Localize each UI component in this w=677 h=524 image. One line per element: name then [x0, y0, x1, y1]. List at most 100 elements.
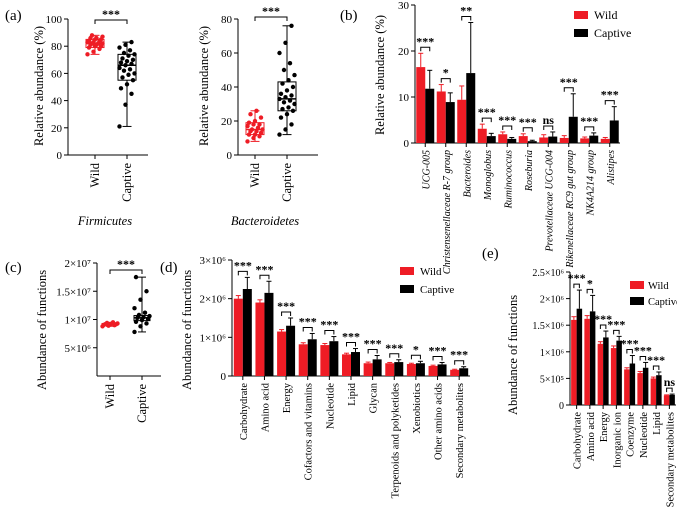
e-y-tick-label: 2×10⁶ — [540, 295, 565, 306]
panel-c: (c) Abundance of functions — [5, 260, 49, 390]
a-firmicutes-point-1 — [124, 58, 130, 64]
panel-label-c: (c) — [5, 260, 22, 276]
b-y-tick-label: 10 — [398, 92, 410, 104]
b-bar-wild — [559, 137, 569, 143]
legend-swatch-captive-d — [400, 285, 414, 293]
a-bacteroidetes-point-1 — [284, 88, 290, 93]
b-x-tick-label: Alistipes — [606, 150, 617, 186]
b-sig-1-label: * — [443, 66, 449, 80]
a-bacteroidetes-point-0 — [245, 139, 250, 144]
b-bar-wild — [600, 138, 610, 143]
a-firmicutes-point-1 — [121, 50, 127, 56]
panel-a-bacteroidetes: Relative abundance (%) Bacteroidetes — [197, 26, 299, 228]
d-bar-wild — [342, 354, 351, 376]
a-bacteroidetes-x-tick-label-captive: Captive — [280, 163, 294, 202]
a-firmicutes-y-tick-label: 20 — [51, 123, 63, 135]
b-sig-8-label: *** — [580, 114, 598, 128]
legend-swatch-captive-e — [630, 297, 644, 305]
c-x-tick-label-captive: Captive — [135, 384, 149, 423]
c-point-1 — [142, 310, 148, 315]
a-firmicutes-point-1 — [118, 86, 124, 91]
e-y-tick-label: 2.5×10⁶ — [532, 268, 564, 279]
d-x-tick-label: Secondary metabolites — [455, 383, 466, 478]
a-bacteroidetes-point-0 — [260, 127, 265, 132]
a-firmicutes-point-0 — [89, 33, 95, 38]
d-y-tick-label: 2×10⁶ — [199, 294, 226, 306]
c-sig-bracket — [109, 269, 143, 274]
d-sig-6-bracket — [367, 349, 378, 354]
e-sig-4-bracket — [626, 349, 633, 354]
b-x-tick-label: NK4A214 group — [585, 150, 596, 216]
a-bacteroidetes-point-0 — [248, 112, 253, 117]
a-firmicutes-sig-label: *** — [102, 7, 120, 21]
b-x-tick-label: Monoglobus — [483, 150, 494, 201]
a-bacteroidetes-y-tick-label: 60 — [221, 48, 233, 60]
c-point-0 — [115, 321, 120, 326]
b-bar-captive — [548, 136, 558, 143]
e-bar-wild — [624, 369, 630, 405]
ylabel-b: Relative abundance (%) — [373, 15, 387, 135]
b-sig-6-label: ns — [543, 113, 555, 127]
a-bacteroidetes-point-0 — [257, 122, 262, 127]
d-sig-8-label: * — [413, 342, 419, 356]
a-firmicutes-point-1 — [126, 53, 131, 58]
d-y-tick-label: 1×10⁶ — [199, 332, 226, 344]
a-firmicutes-point-1 — [130, 57, 136, 62]
d-bar-captive — [264, 292, 274, 376]
legend-swatch-wild-d — [400, 267, 414, 275]
e-bar-captive — [629, 363, 636, 405]
a-bacteroidetes-point-1 — [278, 115, 284, 120]
a-bacteroidetes-point-0 — [245, 123, 250, 129]
d-x-tick-label: Energy — [282, 382, 293, 413]
b-x-tick-label: Bacteroides — [462, 150, 473, 198]
b-sig-0-label: *** — [416, 34, 434, 48]
a-bacteroidetes-point-1 — [287, 98, 293, 103]
legend-label-wild-b: Wild — [594, 8, 618, 22]
d-bar-captive — [242, 289, 252, 376]
d-bar-wild — [428, 365, 438, 376]
e-y-tick-label: 5×10⁵ — [540, 374, 564, 385]
b-sig-6-bracket — [543, 125, 554, 130]
b-y-tick-label: 20 — [398, 46, 410, 58]
d-sig-3-bracket — [302, 326, 313, 332]
a-bacteroidetes-point-0 — [246, 120, 252, 125]
b-sig-8-bracket — [584, 126, 595, 131]
c-y-tick-label: 1.5×10⁷ — [56, 286, 91, 298]
a-firmicutes-y-tick-label: 40 — [51, 96, 63, 108]
a-bacteroidetes-point-1 — [277, 132, 282, 137]
d-sig-7-bracket — [389, 353, 400, 358]
a-bacteroidetes-point-0 — [257, 134, 262, 139]
d-y-tick-label: 3×10⁶ — [199, 255, 226, 267]
b-bar-wild — [457, 99, 467, 143]
e-bar-wild — [610, 348, 617, 405]
b-sig-7-label: *** — [560, 75, 578, 89]
c-sig-label: *** — [117, 257, 135, 271]
b-bar-wild — [477, 128, 487, 143]
e-x-tick-label: Coenzyme — [626, 412, 637, 457]
d-bar-wild — [363, 363, 373, 376]
e-sig-6-label: *** — [647, 353, 665, 367]
a-bacteroidetes-point-1 — [283, 40, 288, 45]
e-sig-5-bracket — [639, 355, 647, 361]
d-y-tick-label: 0 — [221, 371, 227, 383]
b-sig-0-bracket — [420, 46, 431, 52]
ylabel-a: Relative abundance (%) — [32, 26, 46, 146]
a-firmicutes-point-1 — [117, 45, 122, 50]
b-bar-wild — [436, 91, 446, 143]
a-bacteroidetes-point-1 — [287, 61, 293, 66]
a-bacteroidetes-point-0 — [258, 130, 264, 136]
a-bacteroidetes-sig-bracket — [254, 16, 288, 21]
a-firmicutes-y-tick-label: 100 — [46, 14, 63, 26]
e-sig-2-bracket — [599, 324, 607, 330]
b-bar-captive — [507, 138, 517, 143]
d-bar-wild — [233, 298, 243, 376]
e-y-tick-label: 1.5×10⁶ — [532, 321, 564, 332]
c-point-1 — [138, 297, 143, 302]
a-firmicutes-point-1 — [123, 42, 128, 48]
e-bar-captive — [616, 340, 622, 405]
c-y-tick-label: 5×10⁶ — [64, 343, 91, 355]
e-sig-1-bracket — [586, 288, 594, 294]
a-firmicutes-point-1 — [129, 61, 134, 67]
d-sig-2-bracket — [281, 311, 292, 316]
